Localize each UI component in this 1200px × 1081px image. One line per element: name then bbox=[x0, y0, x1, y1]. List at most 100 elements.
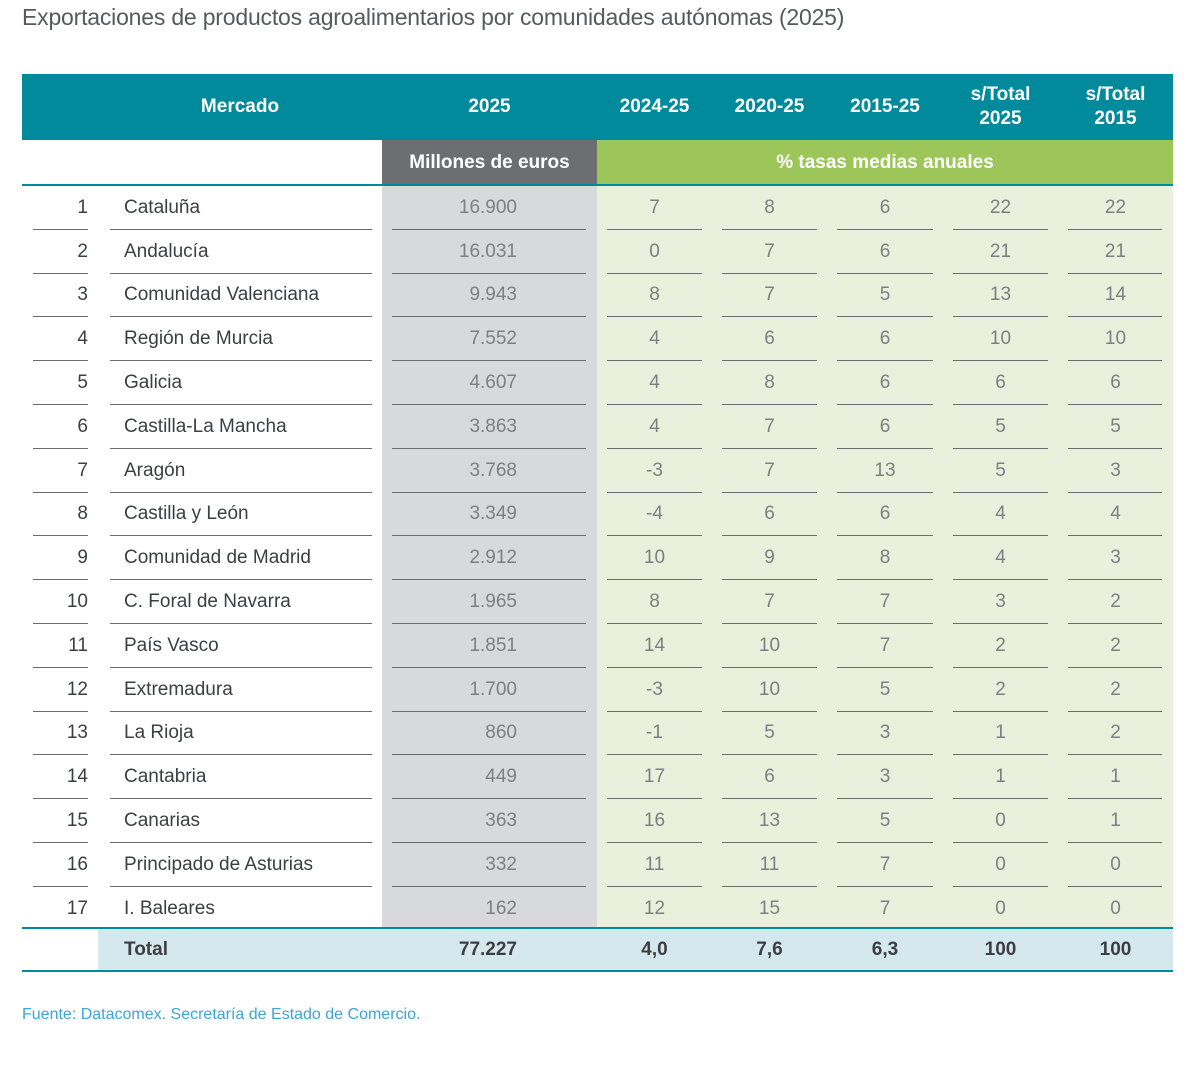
table-row: 14 Cantabria 449 17 6 3 1 1 bbox=[0, 755, 1200, 800]
row-divider bbox=[33, 360, 88, 362]
row-rank: 17 bbox=[66, 897, 88, 919]
header-stotal-2025-line2: 2025 bbox=[979, 108, 1022, 129]
row-divider bbox=[1068, 579, 1162, 581]
row-divider bbox=[953, 447, 1048, 449]
row-rank: 6 bbox=[77, 415, 88, 437]
row-value-2025: 3.349 bbox=[469, 503, 517, 525]
row-name: País Vasco bbox=[124, 634, 219, 656]
row-r1525: 6 bbox=[879, 240, 891, 262]
row-divider bbox=[110, 491, 372, 493]
row-divider bbox=[607, 447, 702, 449]
row-divider bbox=[392, 710, 586, 712]
row-divider bbox=[110, 841, 372, 843]
row-r1525: 8 bbox=[879, 547, 891, 569]
row-s2015: 22 bbox=[1104, 196, 1127, 218]
row-value-2025: 3.863 bbox=[469, 415, 517, 437]
row-r1525: 5 bbox=[879, 810, 891, 832]
row-r2425: 0 bbox=[649, 240, 660, 262]
row-r2425: 10 bbox=[643, 547, 666, 569]
header-stotal-2025-line1: s/Total bbox=[970, 84, 1031, 105]
row-value-2025: 332 bbox=[485, 853, 517, 875]
row-r2425: 8 bbox=[649, 284, 660, 306]
row-rank: 13 bbox=[66, 722, 88, 744]
row-name: Galicia bbox=[124, 372, 183, 394]
row-r2025: 5 bbox=[764, 722, 775, 744]
row-r1525: 5 bbox=[879, 284, 891, 306]
table-row: 7 Aragón 3.768 -3 7 13 5 3 bbox=[0, 449, 1200, 493]
row-r2425: 16 bbox=[643, 810, 666, 832]
row-s2025: 22 bbox=[989, 196, 1012, 218]
total-value: 77.227 bbox=[458, 939, 517, 960]
row-r2025: 11 bbox=[759, 853, 780, 875]
total-r2025: 7,6 bbox=[756, 939, 783, 960]
row-divider bbox=[392, 447, 586, 449]
row-divider bbox=[607, 535, 702, 537]
row-value-2025: 363 bbox=[485, 810, 517, 832]
row-s2015: 5 bbox=[1110, 415, 1121, 437]
row-divider bbox=[953, 841, 1048, 843]
row-value-2025: 4.607 bbox=[469, 372, 517, 394]
row-divider bbox=[392, 754, 586, 756]
row-divider bbox=[953, 710, 1048, 712]
row-r2025: 10 bbox=[758, 678, 781, 700]
row-rank: 9 bbox=[77, 547, 88, 569]
row-s2025: 3 bbox=[995, 591, 1006, 613]
row-name: Andalucía bbox=[124, 240, 209, 262]
row-divider bbox=[607, 403, 702, 405]
row-value-2025: 1.700 bbox=[469, 678, 517, 700]
row-divider bbox=[392, 841, 586, 843]
row-s2025: 2 bbox=[995, 678, 1006, 700]
row-r2025: 9 bbox=[764, 547, 775, 569]
row-r1525: 3 bbox=[879, 722, 891, 744]
row-divider bbox=[392, 228, 586, 230]
row-divider bbox=[33, 535, 88, 537]
row-s2025: 5 bbox=[995, 415, 1006, 437]
row-divider bbox=[953, 666, 1048, 668]
row-divider bbox=[33, 579, 88, 581]
row-r1525: 7 bbox=[879, 591, 891, 613]
row-divider bbox=[1068, 885, 1162, 887]
row-divider bbox=[837, 666, 933, 668]
row-value-2025: 9.943 bbox=[469, 284, 517, 306]
header-stotal-2015-line2: 2015 bbox=[1094, 108, 1137, 129]
row-divider bbox=[607, 228, 702, 230]
header-2015-25: 2015-25 bbox=[850, 96, 920, 117]
row-s2025: 10 bbox=[989, 328, 1012, 350]
row-divider bbox=[110, 272, 372, 274]
row-r1525: 6 bbox=[879, 196, 891, 218]
row-divider bbox=[837, 885, 933, 887]
row-divider bbox=[722, 579, 817, 581]
row-divider bbox=[392, 316, 586, 318]
row-divider bbox=[722, 666, 817, 668]
row-s2025: 1 bbox=[995, 766, 1006, 788]
total-row: Total 77.227 4,0 7,6 6,3 100 100 bbox=[0, 929, 1200, 971]
row-divider bbox=[722, 841, 817, 843]
total-r2425: 4,0 bbox=[641, 939, 668, 960]
row-divider bbox=[1068, 228, 1162, 230]
row-r2425: 12 bbox=[643, 897, 666, 919]
subheader-tasas: % tasas medias anuales bbox=[597, 140, 1173, 185]
row-rank: 16 bbox=[66, 853, 88, 875]
row-name: Cantabria bbox=[124, 766, 207, 788]
subheader-millones: Millones de euros bbox=[382, 140, 597, 185]
row-value-2025: 3.768 bbox=[469, 459, 517, 481]
row-divider bbox=[837, 228, 933, 230]
row-r1525: 6 bbox=[879, 328, 891, 350]
row-rank: 14 bbox=[66, 766, 88, 788]
row-r2425: 4 bbox=[649, 415, 660, 437]
row-s2025: 0 bbox=[995, 897, 1006, 919]
row-divider bbox=[607, 710, 702, 712]
row-divider bbox=[1068, 710, 1162, 712]
row-divider bbox=[953, 360, 1048, 362]
header-stotal-2015: s/Total 2015 bbox=[1058, 74, 1173, 140]
row-divider bbox=[392, 272, 586, 274]
row-divider bbox=[33, 491, 88, 493]
row-divider bbox=[953, 228, 1048, 230]
row-divider bbox=[722, 403, 817, 405]
row-divider bbox=[953, 535, 1048, 537]
row-name: I. Baleares bbox=[124, 897, 215, 919]
row-s2015: 6 bbox=[1110, 372, 1121, 394]
row-divider bbox=[110, 622, 372, 624]
row-r2025: 7 bbox=[764, 284, 775, 306]
row-r2025: 7 bbox=[764, 415, 775, 437]
